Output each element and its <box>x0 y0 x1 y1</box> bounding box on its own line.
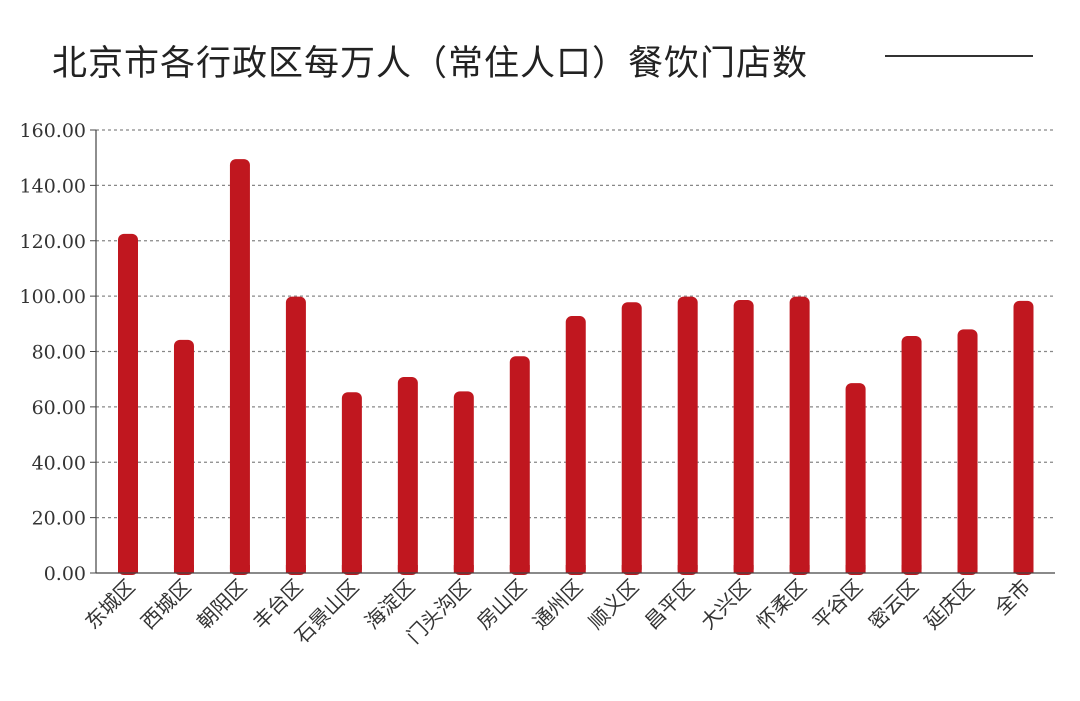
bar <box>957 329 978 575</box>
bar-base <box>285 565 306 573</box>
y-tick-label: 60.00 <box>32 397 86 419</box>
x-tick-label: 全市 <box>990 575 1035 620</box>
bar-base <box>677 565 698 573</box>
x-tick-label: 昌平区 <box>640 575 699 634</box>
bar-base <box>733 565 754 573</box>
x-tick-label: 平谷区 <box>808 575 867 634</box>
x-tick-label: 密云区 <box>864 575 923 634</box>
bar-base <box>845 565 866 573</box>
bar <box>173 339 194 575</box>
y-tick-label: 140.00 <box>20 175 86 197</box>
bar <box>845 383 866 575</box>
bar-base <box>621 565 642 573</box>
bar-base <box>341 565 362 573</box>
y-tick-label: 0.00 <box>44 563 86 585</box>
bar <box>118 233 138 575</box>
grid-lines <box>96 129 1055 519</box>
bar-base <box>118 565 138 573</box>
bar-base <box>397 565 418 573</box>
y-tick-label: 100.00 <box>20 286 86 308</box>
bar <box>397 376 418 575</box>
title-decorative-rule <box>885 55 1033 57</box>
x-axis-ticks: 东城区西城区朝阳区丰台区石景山区海淀区门头沟区房山区通州区顺义区昌平区大兴区怀柔… <box>80 575 1035 649</box>
y-tick-label: 20.00 <box>32 508 86 530</box>
bar <box>509 356 530 575</box>
x-tick-label: 东城区 <box>80 575 139 634</box>
y-axis-ticks: 0.00 20.00 40.00 60.00 80.00 100.00 120.00 140.… <box>20 120 96 585</box>
bar <box>341 392 362 575</box>
bar <box>1013 300 1034 575</box>
y-tick-label: 80.00 <box>32 342 86 364</box>
bar-base <box>229 565 250 573</box>
bar-base <box>957 565 978 573</box>
chart-title: 北京市各行政区每万人（常住人口）餐饮门店数 <box>52 43 809 84</box>
bars <box>118 159 1034 575</box>
x-tick-label: 延庆区 <box>920 575 979 634</box>
x-tick-label: 西城区 <box>136 575 195 634</box>
y-tick-label: 120.00 <box>20 231 86 253</box>
bar-base <box>565 565 586 573</box>
bar <box>677 296 698 575</box>
bar-base <box>453 565 474 573</box>
bar <box>285 296 306 575</box>
bar <box>789 296 810 575</box>
bar <box>453 391 474 575</box>
x-tick-label: 大兴区 <box>696 575 755 634</box>
bar <box>733 300 754 575</box>
bar <box>565 316 586 575</box>
x-tick-label: 顺义区 <box>584 575 643 634</box>
y-tick-label: 40.00 <box>32 452 86 474</box>
x-tick-label: 怀柔区 <box>752 575 811 634</box>
bar-base <box>509 565 530 573</box>
bar <box>901 335 922 575</box>
x-tick-label: 房山区 <box>472 575 531 634</box>
chart-title-wrap: 北京市各行政区每万人（常住人口）餐饮门店数 <box>52 34 808 86</box>
x-tick-label: 通州区 <box>528 575 587 634</box>
bar <box>621 302 642 575</box>
bar-base <box>173 565 194 573</box>
x-tick-label: 朝阳区 <box>192 575 251 634</box>
bar-base <box>789 565 810 573</box>
y-tick-label: 160.00 <box>20 120 86 142</box>
bar-base <box>1013 565 1034 573</box>
bar <box>229 159 250 575</box>
bar-base <box>901 565 922 573</box>
